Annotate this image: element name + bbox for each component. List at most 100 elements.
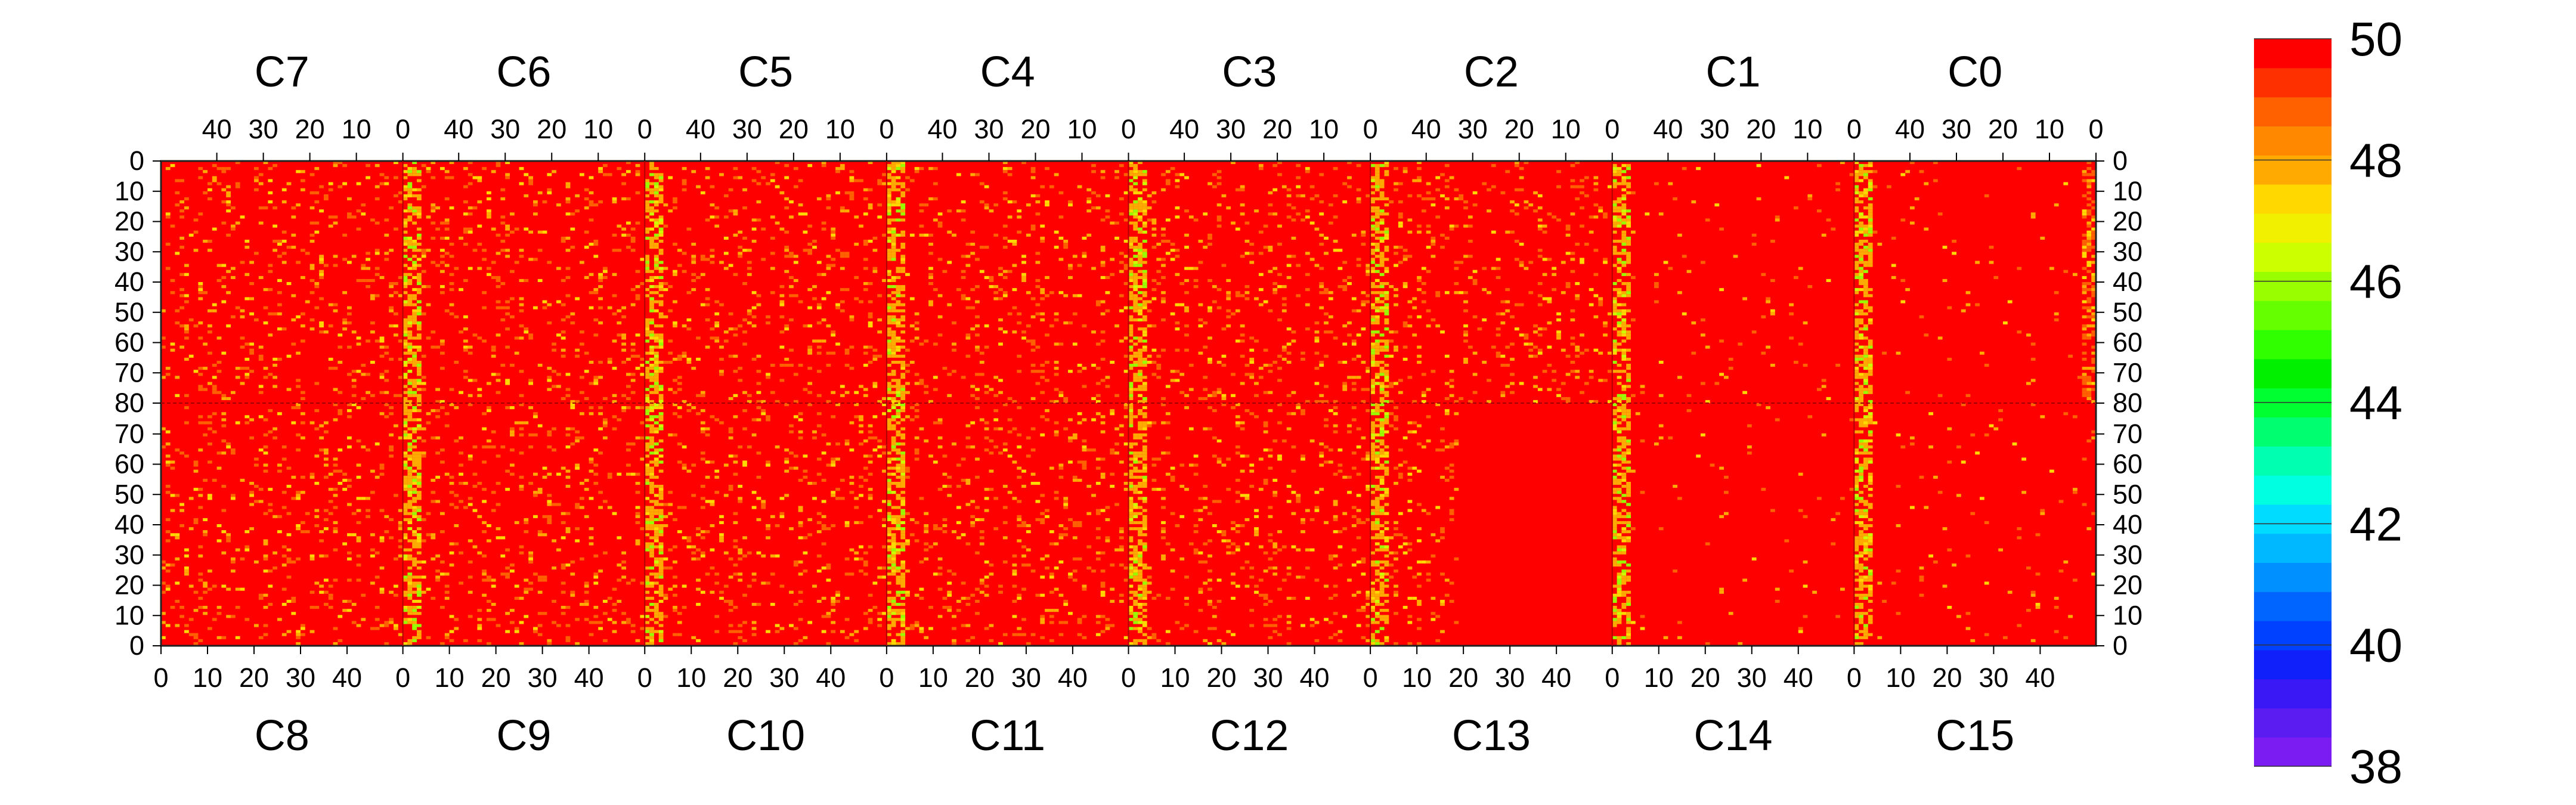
colorbar-segment — [2254, 358, 2332, 389]
x-tick-label: 20 — [1504, 114, 1534, 144]
x-tick-label: 10 — [342, 114, 371, 144]
module-label: C6 — [496, 48, 551, 96]
x-tick-label: 10 — [918, 662, 948, 693]
x-tick-label: 10 — [1792, 114, 1822, 144]
colorbar-segment — [2254, 621, 2332, 651]
x-tick-label: 10 — [1309, 114, 1339, 144]
colorbar-segment — [2254, 97, 2332, 126]
y-tick-label: 60 — [114, 327, 144, 358]
x-tick-label: 40 — [1299, 662, 1329, 693]
y-tick-label: 70 — [114, 357, 144, 388]
y-tick-label: 50 — [114, 297, 144, 327]
x-tick-label: 0 — [637, 662, 652, 693]
y-tick-label: 30 — [2113, 236, 2142, 267]
y-tick-label: 40 — [2113, 509, 2142, 540]
x-tick-label: 10 — [193, 662, 222, 693]
x-tick-label: 20 — [1988, 114, 2018, 144]
colorbar-segment — [2254, 475, 2332, 505]
x-tick-label: 0 — [879, 662, 894, 693]
y-tick-label: 70 — [2113, 419, 2142, 449]
x-tick-label: 30 — [286, 662, 315, 693]
x-tick-label: 20 — [1690, 662, 1720, 693]
colorbar-segment — [2254, 679, 2332, 708]
x-tick-label: 40 — [1058, 662, 1088, 693]
x-tick-label: 0 — [2088, 114, 2103, 144]
colorbar: 50 48 46 44 42 40 38 — [2254, 13, 2402, 793]
module-label: C4 — [980, 48, 1035, 96]
x-tick-label: 0 — [1121, 114, 1136, 144]
colorbar-segment — [2254, 649, 2332, 680]
x-tick-label: 30 — [1942, 114, 1971, 144]
x-tick-label: 10 — [825, 114, 855, 144]
x-tick-label: 30 — [1011, 662, 1041, 693]
colorbar-segment — [2254, 301, 2332, 330]
x-tick-label: 10 — [1067, 114, 1097, 144]
x-tick-label: 40 — [1653, 114, 1683, 144]
module-label: C3 — [1222, 48, 1277, 96]
colorbar-segment — [2254, 330, 2332, 360]
module-label: C11 — [970, 712, 1045, 760]
y-tick-label: 20 — [114, 206, 144, 237]
module-label: C7 — [255, 48, 309, 96]
y-tick-label: 80 — [2113, 388, 2142, 418]
x-tick-label: 40 — [2025, 662, 2055, 693]
colorbar-segment — [2254, 242, 2332, 272]
x-tick-label: 40 — [1784, 662, 1813, 693]
x-tick-label: 20 — [1746, 114, 1776, 144]
x-tick-label: 20 — [1262, 114, 1292, 144]
x-tick-label: 20 — [1932, 662, 1962, 693]
y-tick-label: 60 — [114, 449, 144, 479]
colorbar-segment — [2254, 592, 2332, 621]
y-tick-label: 70 — [2113, 357, 2142, 388]
module-label: C8 — [255, 712, 309, 760]
x-tick-label: 30 — [1253, 662, 1283, 693]
colorbar-segment — [2254, 67, 2332, 98]
module-label: C14 — [1694, 712, 1773, 760]
module-label: C1 — [1706, 48, 1761, 96]
module-label: C12 — [1210, 712, 1289, 760]
y-tick-label: 10 — [114, 176, 144, 206]
x-tick-label: 40 — [686, 114, 716, 144]
colorbar-segment — [2254, 562, 2332, 592]
x-tick-label: 40 — [1895, 114, 1925, 144]
x-tick-label: 0 — [1605, 114, 1620, 144]
x-tick-label: 30 — [249, 114, 278, 144]
colorbar-segment — [2254, 39, 2332, 69]
y-tick-label: 30 — [114, 236, 144, 267]
x-tick-label: 10 — [1402, 662, 1432, 693]
x-tick-label: 30 — [1216, 114, 1246, 144]
colorbar-segment — [2254, 446, 2332, 476]
x-tick-label: 30 — [1737, 662, 1767, 693]
y-tick-label: 40 — [114, 267, 144, 297]
colorbar-label: 40 — [2349, 619, 2402, 672]
x-tick-label: 20 — [723, 662, 753, 693]
x-tick-label: 30 — [1699, 114, 1729, 144]
x-tick-label: 30 — [1979, 662, 2008, 693]
x-tick-label: 20 — [537, 114, 566, 144]
x-tick-label: 10 — [435, 662, 465, 693]
colorbar-segment — [2254, 126, 2332, 156]
y-tick-label: 50 — [2113, 297, 2142, 327]
module-label: C2 — [1464, 48, 1519, 96]
x-tick-label: 30 — [490, 114, 520, 144]
x-tick-label: 20 — [1020, 114, 1050, 144]
x-tick-label: 40 — [1169, 114, 1199, 144]
x-tick-label: 10 — [1160, 662, 1190, 693]
x-tick-label: 30 — [528, 662, 558, 693]
y-tick-label: 80 — [114, 388, 144, 418]
x-tick-label: 40 — [1411, 114, 1441, 144]
colorbar-segment — [2254, 213, 2332, 243]
x-tick-label: 10 — [583, 114, 613, 144]
colorbar-label: 48 — [2349, 134, 2402, 187]
y-tick-label: 30 — [2113, 540, 2142, 570]
colorbar-segment — [2254, 533, 2332, 563]
x-tick-label: 10 — [1644, 662, 1674, 693]
x-tick-label: 20 — [239, 662, 269, 693]
x-tick-label: 20 — [1448, 662, 1478, 693]
module-label: C9 — [496, 712, 551, 760]
y-tick-label: 0 — [2113, 145, 2128, 176]
x-tick-label: 10 — [1551, 114, 1581, 144]
x-tick-label: 0 — [1363, 662, 1378, 693]
